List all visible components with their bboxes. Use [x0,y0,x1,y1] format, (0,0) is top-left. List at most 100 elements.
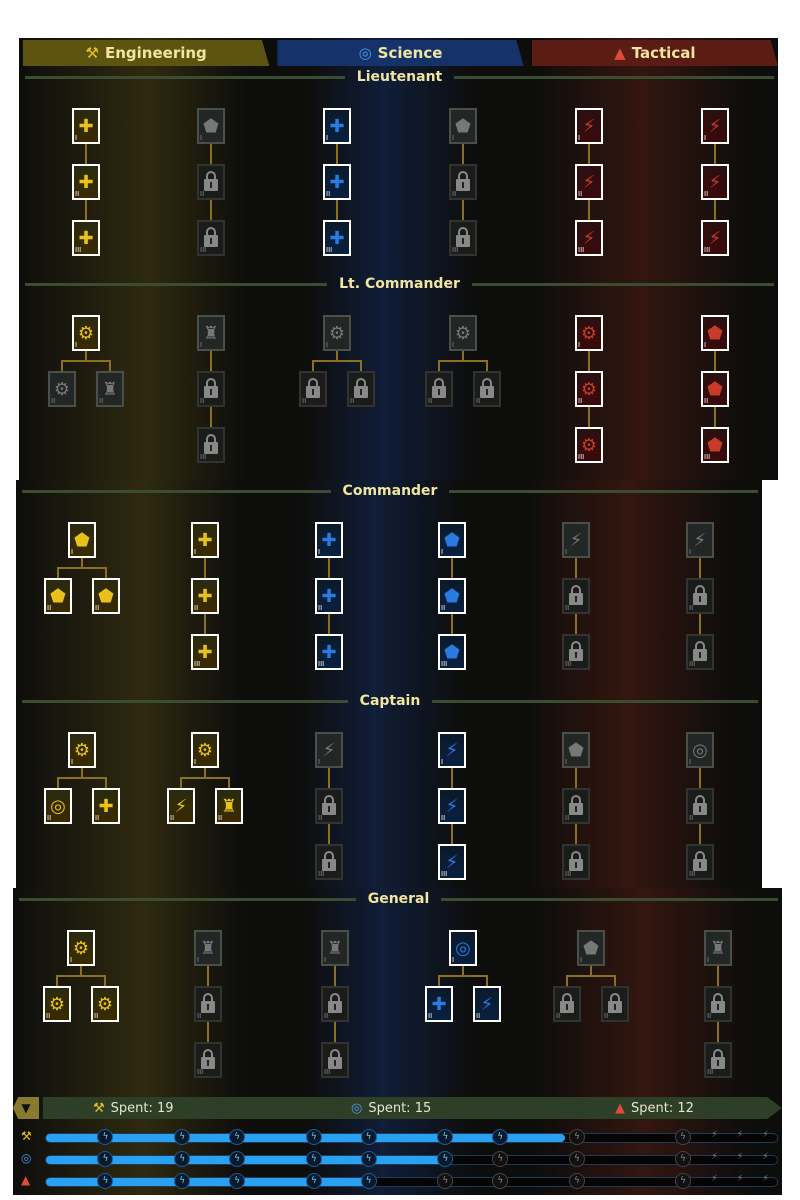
skill-node-engineering[interactable]: ⬟ II [92,578,120,614]
skill-node-science[interactable]: II [449,164,477,200]
tab-tactical[interactable]: ▲ Tactical [531,40,778,66]
skill-node-engineering[interactable]: ♜ II [96,371,124,407]
skill-node-science[interactable]: ⚡ III [438,844,466,880]
skill-node-tactical[interactable]: ⚡ II [575,164,603,200]
skill-node-science[interactable]: II [299,371,327,407]
collapse-button[interactable]: ▼ [13,1097,39,1119]
skill-node-tactical[interactable]: II [686,578,714,614]
skill-node-tactical[interactable]: ⚙ III [575,427,603,463]
skill-node-science[interactable]: ⬟ II [438,578,466,614]
skill-node-tactical[interactable]: III [686,634,714,670]
skill-node-tactical[interactable]: II [601,986,629,1022]
skill-node-science[interactable]: ⚡ I [315,732,343,768]
skill-node-science[interactable]: III [315,844,343,880]
skill-node-science[interactable]: ✚ II [315,578,343,614]
skill-node-science[interactable]: II [315,788,343,824]
skill-node-engineering[interactable]: III [194,1042,222,1078]
skill-node-science[interactable]: II [321,986,349,1022]
skill-node-engineering[interactable]: II [194,986,222,1022]
skill-node-engineering[interactable]: ✚ I [72,108,100,144]
skill-node-science[interactable]: ⚡ I [438,732,466,768]
skill-node-tactical[interactable]: ⬟ III [701,427,729,463]
skill-node-tactical[interactable]: II [562,578,590,614]
skill-node-tactical[interactable]: ⚡ III [701,220,729,256]
skill-node-engineering[interactable]: ⚡ II [167,788,195,824]
skill-node-engineering[interactable]: ✚ II [72,164,100,200]
skill-node-science[interactable]: III [449,220,477,256]
skill-node-science[interactable]: ⬟ III [438,634,466,670]
skill-node-tactical[interactable]: ⬟ I [701,315,729,351]
skill-node-tactical[interactable]: II [562,788,590,824]
rank-numeral: II [707,1012,712,1020]
skill-node-science[interactable]: ✚ III [323,220,351,256]
skill-node-engineering[interactable]: ⚙ II [91,986,119,1022]
skill-node-tactical[interactable]: ⚡ I [562,522,590,558]
skill-node-tactical[interactable]: III [704,1042,732,1078]
skill-node-tactical[interactable]: ⚡ III [575,220,603,256]
skill-node-engineering[interactable]: ⬟ I [197,108,225,144]
skill-node-science[interactable]: ✚ II [323,164,351,200]
skill-node-science[interactable]: II [473,371,501,407]
skill-node-tactical[interactable]: ⚡ I [575,108,603,144]
skill-node-tactical[interactable]: ⬟ I [577,930,605,966]
skill-node-science[interactable]: II [425,371,453,407]
skill-node-engineering[interactable]: ✚ III [191,634,219,670]
bolt-icon: ⚡ [711,1174,718,1184]
tab-science[interactable]: ◎ Science [277,40,524,66]
skill-node-science[interactable]: ⚙ I [323,315,351,351]
bolt-icon: ⚡ [582,115,596,137]
skill-node-engineering[interactable]: ✚ II [191,578,219,614]
skill-node-tactical[interactable]: II [553,986,581,1022]
skill-node-engineering[interactable]: ⚙ I [191,732,219,768]
skill-node-tactical[interactable]: ⚙ I [575,315,603,351]
skill-node-tactical[interactable]: III [562,844,590,880]
skill-node-tactical[interactable]: ⬟ I [562,732,590,768]
skill-node-engineering[interactable]: ⚙ II [43,986,71,1022]
skill-node-tactical[interactable]: ⚡ II [701,164,729,200]
lock-icon [204,227,218,247]
connector-line [328,768,330,788]
skill-node-science[interactable]: ⚡ II [473,986,501,1022]
skill-node-tactical[interactable]: ⚡ I [686,522,714,558]
skill-node-tactical[interactable]: II [686,788,714,824]
skill-node-engineering[interactable]: ✚ II [92,788,120,824]
skill-node-engineering[interactable]: ⚙ I [68,732,96,768]
skill-node-engineering[interactable]: III [197,220,225,256]
skill-node-science[interactable]: ✚ III [315,634,343,670]
skill-node-tactical[interactable]: ⬟ II [701,371,729,407]
skill-node-engineering[interactable]: ⬟ II [44,578,72,614]
skill-node-tactical[interactable]: ⚡ I [701,108,729,144]
skill-node-engineering[interactable]: ♜ I [197,315,225,351]
skill-node-tactical[interactable]: ⚙ II [575,371,603,407]
skill-node-science[interactable]: ✚ I [315,522,343,558]
skill-node-engineering[interactable]: ⬟ I [68,522,96,558]
skill-node-engineering[interactable]: ⚙ I [72,315,100,351]
skill-node-science[interactable]: ⚙ I [449,315,477,351]
skill-node-tactical[interactable]: III [686,844,714,880]
skill-node-science[interactable]: ✚ I [323,108,351,144]
skill-node-engineering[interactable]: ⚙ II [48,371,76,407]
skill-node-engineering[interactable]: II [197,371,225,407]
skill-node-engineering[interactable]: III [197,427,225,463]
skill-node-tactical[interactable]: III [562,634,590,670]
tab-engineering[interactable]: ⚒ Engineering [23,40,270,66]
rank-numeral: I [197,956,200,964]
skill-node-science[interactable]: ♜ I [321,930,349,966]
skill-node-science[interactable]: ✚ II [425,986,453,1022]
skill-node-engineering[interactable]: ✚ III [72,220,100,256]
skill-node-engineering[interactable]: ⚙ I [67,930,95,966]
skill-node-engineering[interactable]: ✚ I [191,522,219,558]
skill-node-science[interactable]: ⬟ I [449,108,477,144]
skill-node-engineering[interactable]: ◎ II [44,788,72,824]
skill-node-tactical[interactable]: II [704,986,732,1022]
skill-node-engineering[interactable]: ♜ II [215,788,243,824]
skill-node-engineering[interactable]: ♜ I [194,930,222,966]
skill-node-science[interactable]: III [321,1042,349,1078]
skill-node-tactical[interactable]: ◎ I [686,732,714,768]
skill-node-tactical[interactable]: ♜ I [704,930,732,966]
skill-node-engineering[interactable]: II [197,164,225,200]
skill-node-science[interactable]: ◎ I [449,930,477,966]
skill-node-science[interactable]: ⬟ I [438,522,466,558]
skill-node-science[interactable]: ⚡ II [438,788,466,824]
skill-node-science[interactable]: II [347,371,375,407]
